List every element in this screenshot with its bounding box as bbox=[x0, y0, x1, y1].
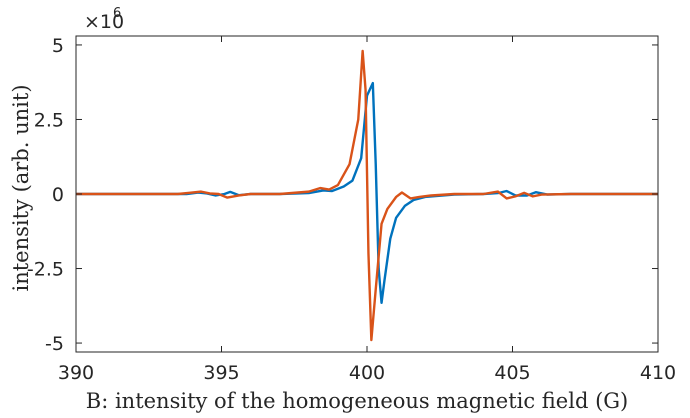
series-line-1 bbox=[76, 81, 658, 305]
y-tick-label: 5 bbox=[52, 35, 64, 57]
y-exponent-power: 6 bbox=[113, 6, 121, 21]
ticks-layer: 390 395 400 405 410 5 2.5 0 -2.5 -5 bbox=[27, 35, 676, 384]
y-tick-label: -5 bbox=[45, 333, 64, 355]
series-layer bbox=[76, 49, 658, 342]
y-tick-label: 2.5 bbox=[34, 109, 64, 131]
x-tick-label: 410 bbox=[640, 362, 676, 384]
series-line-2 bbox=[76, 49, 658, 342]
x-tick-label: 400 bbox=[349, 362, 385, 384]
y-exponent-prefix: ×10 bbox=[84, 11, 124, 33]
x-axis-label: B: intensity of the homogeneous magnetic… bbox=[86, 389, 628, 413]
y-tick-label: -2.5 bbox=[27, 259, 64, 281]
x-tick-label: 405 bbox=[494, 362, 530, 384]
y-tick-label: 0 bbox=[52, 184, 64, 206]
y-axis-label: intensity (arb. unit) bbox=[9, 84, 33, 291]
x-tick-label: 395 bbox=[203, 362, 239, 384]
x-tick-label: 390 bbox=[58, 362, 94, 384]
